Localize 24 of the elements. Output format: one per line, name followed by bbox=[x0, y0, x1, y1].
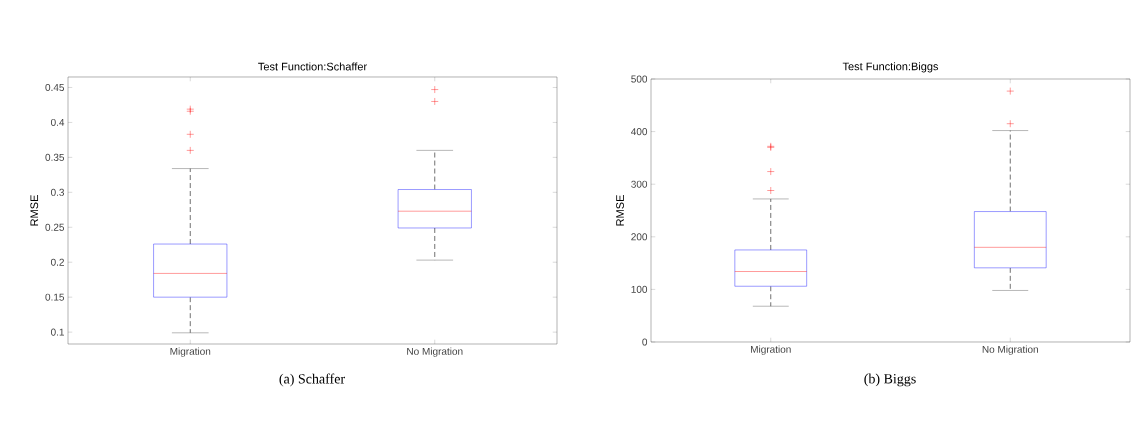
y-tick-label: 0.15 bbox=[45, 293, 65, 301]
chart-title: Test Function:Schaffer bbox=[258, 62, 367, 71]
x-tick-label: Migration bbox=[751, 345, 791, 355]
y-tick-label: 0.25 bbox=[45, 223, 65, 231]
y-tick-label: 0.2 bbox=[50, 258, 64, 266]
text: (a) Schaffer bbox=[279, 373, 345, 387]
y-tick-label: 0.1 bbox=[50, 328, 64, 336]
x-tick-label: No Migration bbox=[982, 345, 1038, 355]
x-tick-label: No Migration bbox=[407, 347, 463, 357]
y-tick-label: 0.45 bbox=[45, 83, 65, 92]
y-tick-label: 0.35 bbox=[45, 153, 65, 161]
y-tick-label: 200 bbox=[631, 233, 648, 241]
x-tick-label: Migration bbox=[170, 347, 211, 357]
text: (b) Biggs bbox=[864, 373, 916, 387]
y-axis-title: RMSE bbox=[30, 195, 39, 226]
y-tick-label: 500 bbox=[631, 75, 648, 83]
y-tick-label: 0 bbox=[642, 338, 648, 346]
y-tick-label: 300 bbox=[631, 180, 648, 188]
y-tick-label: 0.4 bbox=[50, 118, 65, 126]
y-tick-label: 400 bbox=[631, 128, 648, 136]
y-tick-label: 0.3 bbox=[50, 188, 65, 196]
chart-title: Test Function:Biggs bbox=[842, 62, 939, 73]
y-axis-title: RMSE bbox=[616, 195, 624, 226]
y-tick-label: 100 bbox=[631, 285, 648, 293]
